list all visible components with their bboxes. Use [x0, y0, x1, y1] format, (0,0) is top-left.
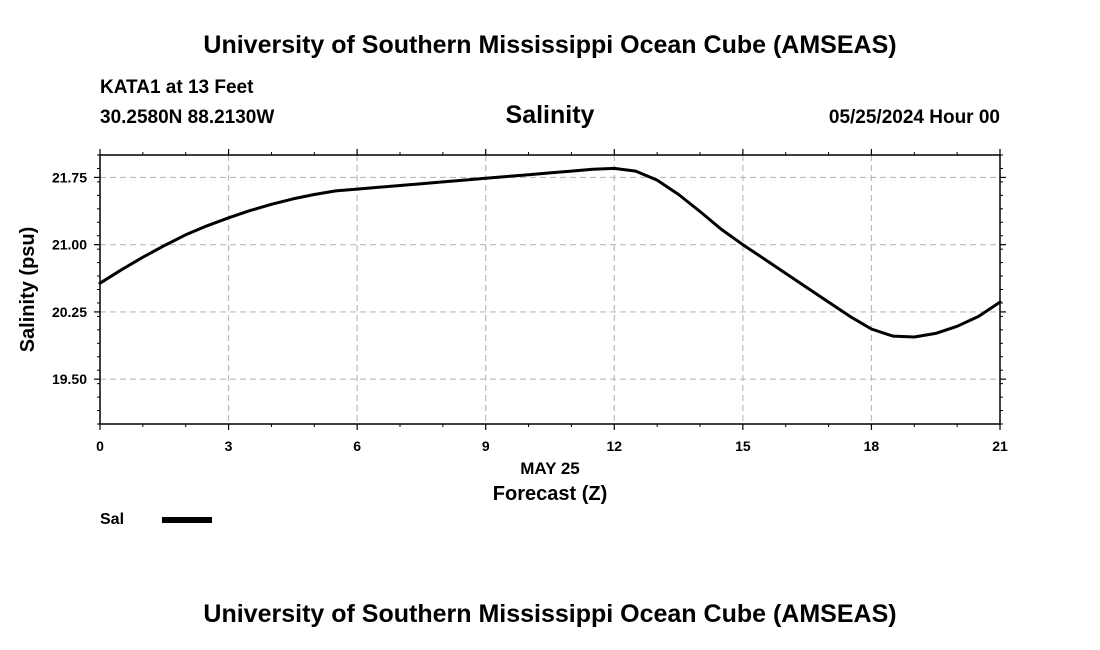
station-name: KATA1 at 13 Feet [100, 77, 254, 98]
footer-title: University of Southern Mississippi Ocean… [203, 600, 897, 628]
x-tick-label: 3 [225, 438, 233, 454]
x-tick-label: 15 [735, 438, 751, 454]
series-line-sal [98, 166, 1002, 339]
grid-lines [100, 155, 1000, 424]
legend-label: Sal [100, 511, 125, 528]
series-layer [98, 166, 1002, 339]
x-tick-label: 21 [992, 438, 1008, 454]
y-tick-label: 19.50 [52, 371, 87, 387]
x-tick-label: 9 [482, 438, 490, 454]
y-axis-title: Salinity (psu) [17, 227, 39, 353]
x-axis-title: Forecast (Z) [493, 483, 607, 505]
x-date-label: MAY 25 [520, 459, 580, 478]
page-title: University of Southern Mississippi Ocean… [203, 31, 897, 59]
forecast-datetime: 05/25/2024 Hour 00 [828, 107, 1000, 128]
axis-ticks [94, 149, 1006, 430]
plot-frame [99, 154, 1001, 425]
y-tick-label: 21.75 [52, 169, 87, 185]
legend-swatch [162, 517, 212, 523]
y-tick-label: 21.00 [52, 237, 87, 253]
x-tick-label: 18 [864, 438, 880, 454]
station-coordinates: 30.2580N 88.2130W [100, 107, 275, 128]
x-tick-label: 6 [353, 438, 361, 454]
x-tick-label: 0 [96, 438, 104, 454]
axis-labels: 0 3 6 9 12 15 18 21 19.50 20.25 21.00 21.75 MAY 25 Fo… [17, 169, 1008, 505]
chart-title: Salinity [505, 101, 595, 129]
x-tick-label: 12 [606, 438, 622, 454]
y-tick-label: 20.25 [52, 304, 87, 320]
